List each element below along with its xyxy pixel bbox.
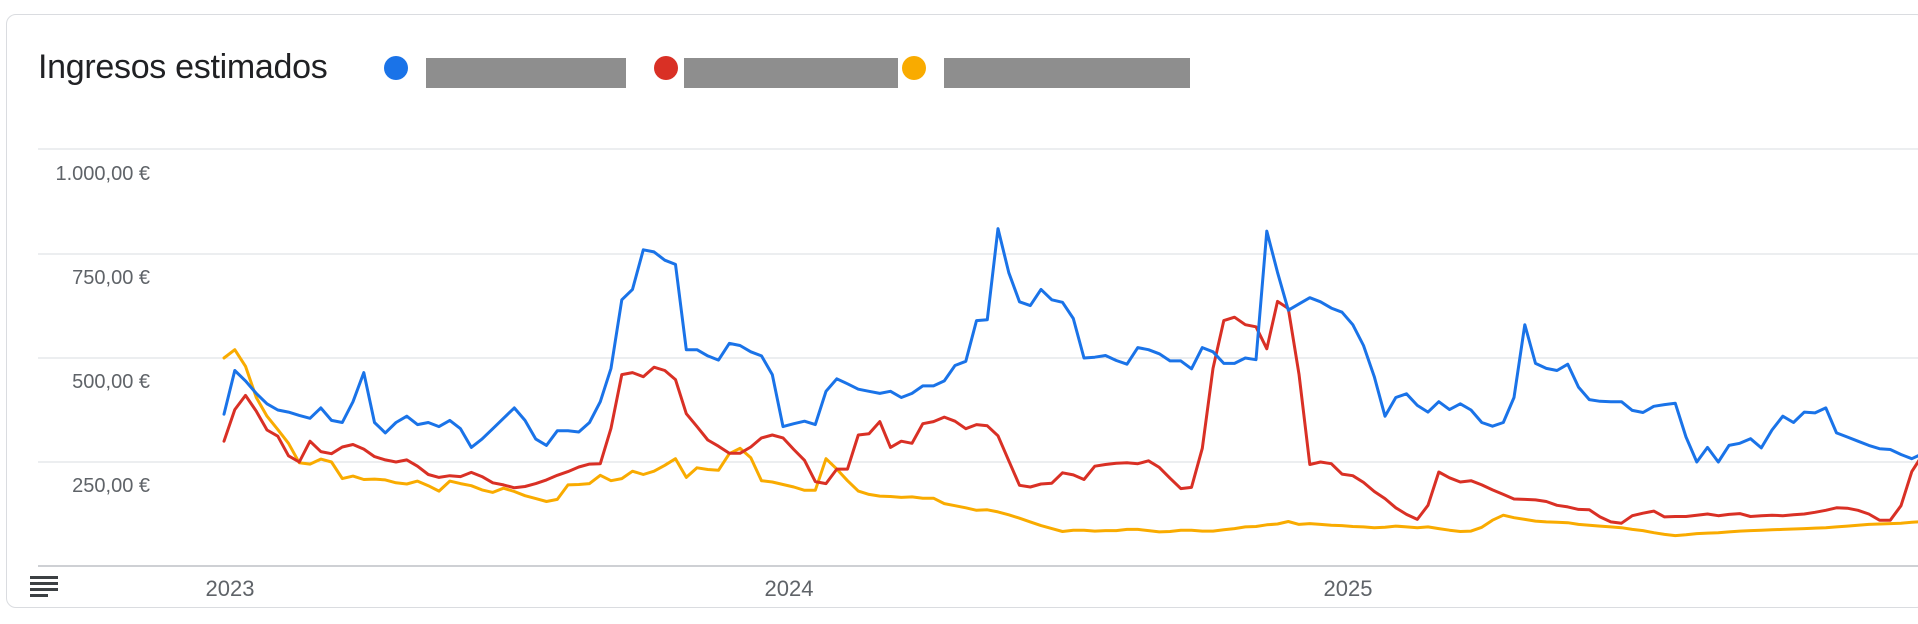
legend-label-3	[944, 58, 1190, 88]
series-line-3	[222, 348, 1918, 538]
legend-item-3[interactable]	[902, 54, 1202, 90]
x-tick-label: 2023	[206, 576, 255, 601]
legend-item-1[interactable]	[384, 54, 634, 90]
series-line-1	[222, 227, 1918, 464]
table-view-icon[interactable]	[30, 576, 58, 598]
chart-card	[6, 14, 1918, 608]
legend-dot-1	[384, 56, 408, 80]
legend-dot-3	[902, 56, 926, 80]
legend-label-1	[426, 58, 626, 88]
series-line-2	[222, 299, 1918, 525]
y-tick-label: 250,00 €	[72, 475, 150, 497]
x-tick-label: 2024	[765, 576, 814, 601]
y-tick-label: 500,00 €	[72, 371, 150, 393]
y-tick-label: 750,00 €	[72, 267, 150, 289]
y-tick-label: 1.000,00 €	[55, 163, 150, 185]
legend-item-2[interactable]	[654, 54, 904, 90]
chart-title: Ingresos estimados	[38, 48, 328, 86]
legend-dot-2	[654, 56, 678, 80]
legend-label-2	[684, 58, 898, 88]
x-tick-label: 2025	[1324, 576, 1373, 601]
